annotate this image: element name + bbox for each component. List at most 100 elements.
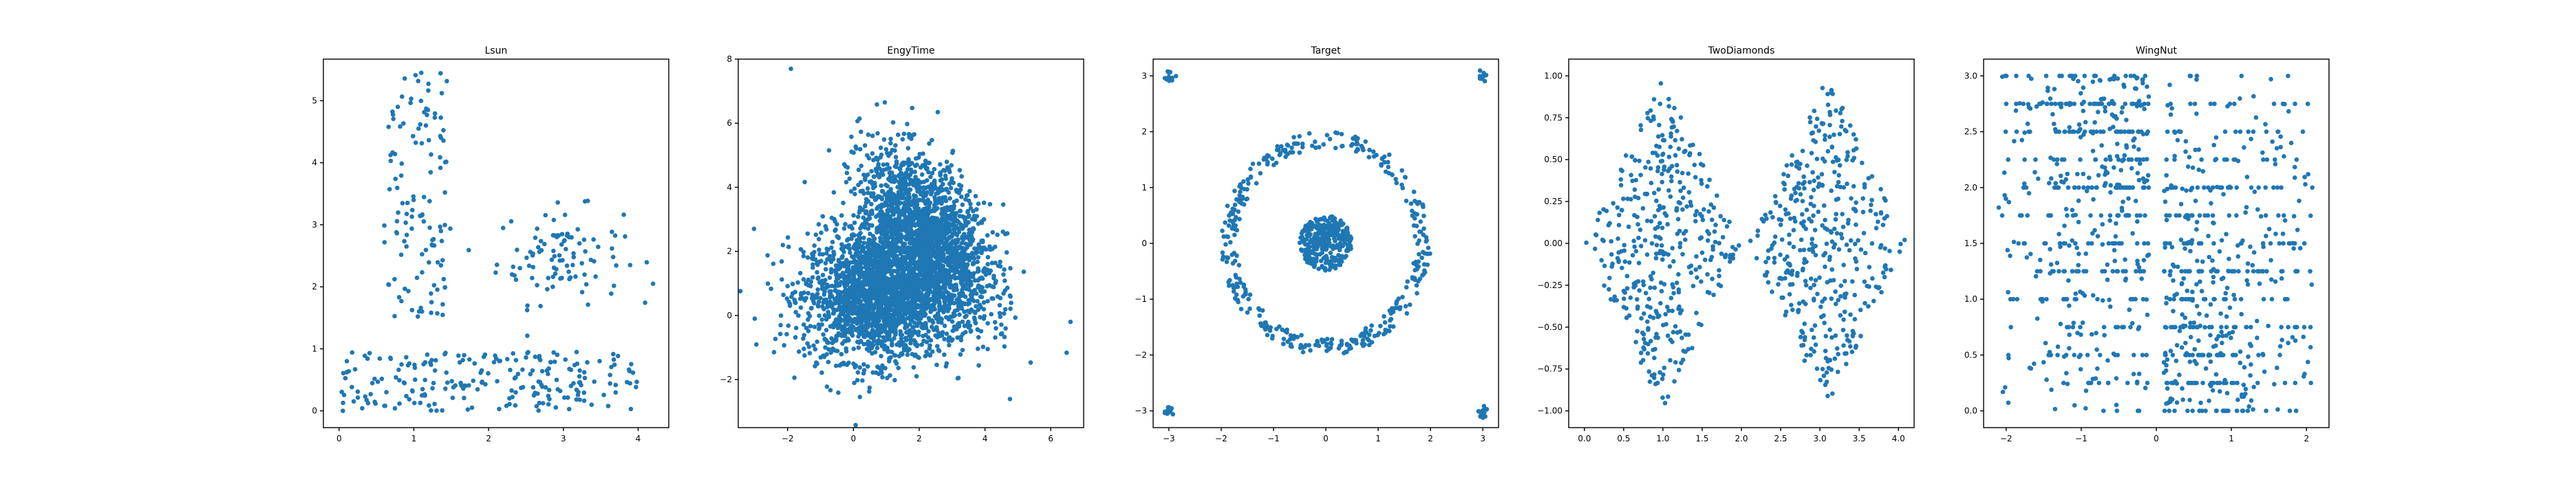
scatter-point <box>857 208 862 213</box>
scatter-point <box>567 276 572 282</box>
scatter-point <box>1418 229 1424 234</box>
scatter-point <box>912 177 918 182</box>
scatter-point <box>941 168 946 173</box>
scatter-point <box>1227 283 1232 288</box>
scatter-point <box>892 353 897 358</box>
scatter-point <box>931 293 936 298</box>
scatter-point <box>904 338 909 342</box>
scatter-point <box>910 133 915 138</box>
scatter-point <box>899 276 903 281</box>
scatter-point <box>420 212 425 217</box>
scatter-point <box>905 122 910 126</box>
scatter-point <box>382 240 387 245</box>
scatter-point <box>948 186 954 190</box>
scatter-point <box>392 406 398 411</box>
scatter-point <box>367 351 372 355</box>
scatter-point <box>908 289 913 294</box>
scatter-point <box>414 275 420 280</box>
scatter-point <box>462 395 466 401</box>
scatter-point <box>537 250 542 254</box>
scatter-point <box>829 283 835 289</box>
scatter-point <box>912 353 917 358</box>
scatter-point <box>978 329 984 334</box>
scatter-point <box>962 309 967 314</box>
scatter-point <box>466 248 471 253</box>
scatter-point <box>438 71 443 76</box>
scatter-point <box>923 236 927 241</box>
scatter-point <box>890 338 894 343</box>
scatter-point <box>1232 232 1237 238</box>
scatter-point <box>905 274 910 279</box>
scatter-point <box>922 302 927 307</box>
scatter-point <box>985 233 990 238</box>
scatter-point <box>911 210 916 214</box>
scatter-point <box>866 132 871 138</box>
scatter-point <box>1324 254 1329 258</box>
scatter-point <box>947 255 952 261</box>
scatter-point <box>990 230 996 235</box>
scatter-point <box>905 146 911 151</box>
scatter-point <box>886 153 891 158</box>
scatter-point <box>396 295 402 300</box>
scatter-point <box>429 300 434 305</box>
scatter-point <box>963 301 968 307</box>
scatter-point <box>828 388 833 393</box>
scatter-point <box>967 300 972 306</box>
scatter-point <box>404 355 409 360</box>
scatter-point <box>922 252 927 258</box>
scatter-point <box>550 284 555 289</box>
scatter-point <box>871 307 876 312</box>
scatter-point <box>597 359 602 364</box>
scatter-point <box>893 199 899 204</box>
scatter-point <box>960 261 966 267</box>
scatter-point <box>1007 397 1013 402</box>
scatter-point <box>872 286 877 292</box>
scatter-point <box>1021 270 1027 274</box>
scatter-point <box>934 362 939 367</box>
scatter-point <box>874 370 879 375</box>
scatter-point <box>854 298 859 303</box>
scatter-point <box>546 276 551 280</box>
scatter-point <box>507 396 512 401</box>
scatter-point <box>937 285 942 290</box>
scatter-point <box>495 379 500 384</box>
scatter-point <box>609 291 614 296</box>
scatter-point <box>834 263 839 268</box>
scatter-point <box>1247 306 1252 311</box>
scatter-point <box>442 190 447 195</box>
scatter-point <box>536 379 541 384</box>
scatter-point <box>596 244 601 250</box>
scatter-point <box>564 263 570 268</box>
scatter-point <box>816 275 821 280</box>
scatter-point <box>991 276 996 281</box>
scatter-point <box>870 133 875 138</box>
scatter-point <box>824 285 828 291</box>
scatter-point <box>435 287 440 292</box>
scatter-point <box>998 259 1002 265</box>
scatter-point <box>909 252 914 256</box>
scatter-point <box>438 115 443 120</box>
scatter-point <box>956 190 962 195</box>
scatter-point <box>433 358 438 363</box>
scatter-point <box>863 270 869 275</box>
scatter-point <box>1245 310 1250 315</box>
scatter-point <box>878 239 883 244</box>
scatter-point <box>1300 144 1305 150</box>
scatter-point <box>1421 213 1426 219</box>
scatter-point <box>844 349 849 354</box>
scatter-point <box>431 236 436 242</box>
scatter-point <box>1306 251 1311 256</box>
scatter-point <box>874 230 879 235</box>
scatter-point <box>934 260 938 265</box>
scatter-point <box>945 268 950 274</box>
scatter-point <box>442 351 447 357</box>
scatter-point <box>623 234 627 239</box>
scatter-point <box>1002 232 1008 236</box>
scatter-point <box>536 245 541 250</box>
x-tick-label: 2 <box>486 434 491 443</box>
scatter-point <box>960 235 965 241</box>
scatter-point <box>844 282 850 287</box>
scatter-point <box>927 160 932 166</box>
scatter-point <box>566 270 571 274</box>
